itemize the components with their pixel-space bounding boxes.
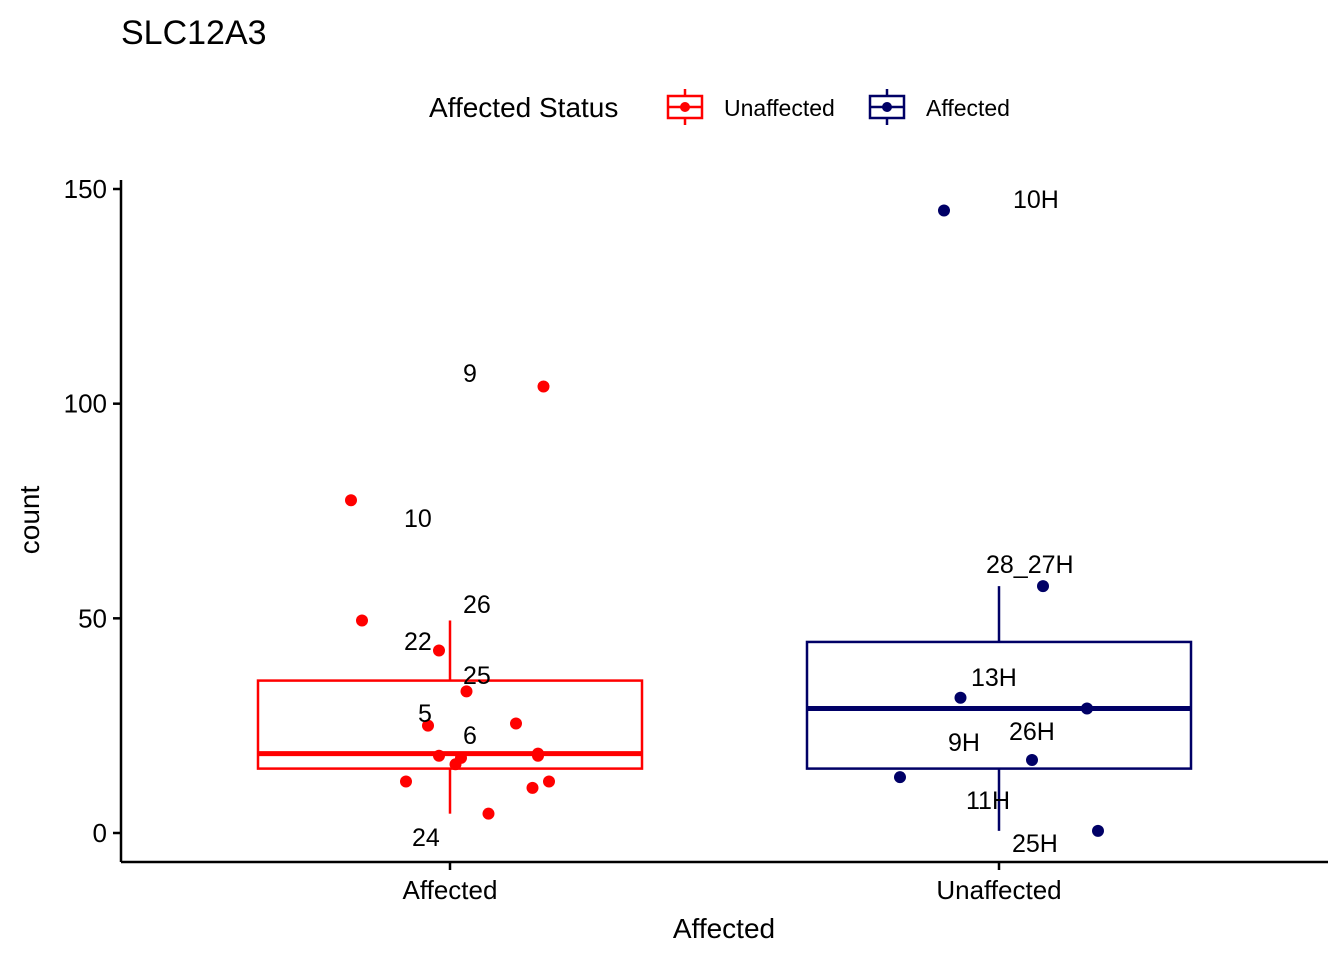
x-axis-title: Affected — [673, 913, 775, 944]
data-point — [422, 719, 434, 732]
data-point — [532, 749, 544, 762]
point-label: 6 — [463, 722, 477, 750]
point-label: 10 — [404, 505, 432, 533]
y-tick-label: 150 — [64, 174, 107, 204]
point-label: 11H — [966, 787, 1010, 815]
legend-title: Affected Status — [429, 92, 618, 123]
iqr-box — [805, 640, 1193, 770]
legend: Affected Status Unaffected Affected — [429, 89, 1010, 125]
chart-title: SLC12A3 — [121, 14, 267, 52]
y-axis-title: count — [14, 486, 45, 555]
point-label: 24 — [412, 824, 440, 852]
data-point — [1092, 824, 1104, 837]
data-point — [1081, 702, 1093, 715]
data-point — [400, 775, 412, 788]
data-point — [510, 717, 522, 730]
data-point — [345, 494, 357, 507]
point-label: 26 — [463, 591, 491, 619]
data-point — [433, 749, 445, 762]
y-ticks: 0 50 100 150 — [64, 174, 121, 848]
data-point — [526, 781, 539, 794]
y-tick-label: 0 — [93, 818, 107, 848]
legend-label-affected: Affected — [926, 95, 1010, 121]
x-ticks: Affected Unaffected — [403, 862, 1062, 905]
y-tick-label: 50 — [78, 603, 107, 633]
point-label: 5 — [418, 700, 432, 728]
data-point — [433, 644, 445, 657]
point-label: 26H — [1009, 718, 1055, 746]
point-label: 13H — [971, 664, 1017, 692]
x-tick-label: Unaffected — [936, 875, 1061, 905]
boxes — [256, 586, 1193, 831]
data-point — [537, 380, 550, 393]
data-point — [482, 807, 495, 820]
data-point — [460, 685, 473, 698]
data-point — [954, 691, 967, 704]
point-label: 25 — [463, 662, 491, 690]
point-label: 28_27H — [986, 551, 1074, 579]
data-point — [356, 614, 368, 627]
point-label: 10H — [1013, 186, 1059, 214]
data-point — [1037, 580, 1049, 593]
data-point — [543, 775, 555, 788]
point-label: 9 — [463, 360, 477, 388]
data-point — [938, 204, 950, 217]
x-tick-label: Affected — [403, 875, 498, 905]
axes — [119, 180, 1328, 864]
legend-key-affected — [868, 89, 906, 125]
legend-label-unaffected: Unaffected — [724, 95, 835, 121]
point-label: 22 — [404, 628, 432, 656]
data-point — [1026, 754, 1038, 767]
legend-key-unaffected — [666, 89, 704, 125]
points — [345, 204, 1104, 837]
iqr-box — [256, 679, 644, 770]
y-tick-label: 100 — [64, 389, 107, 419]
point-label: 25H — [1012, 830, 1058, 858]
data-point — [449, 758, 462, 771]
point-label: 9H — [948, 729, 980, 757]
data-point — [894, 771, 906, 784]
